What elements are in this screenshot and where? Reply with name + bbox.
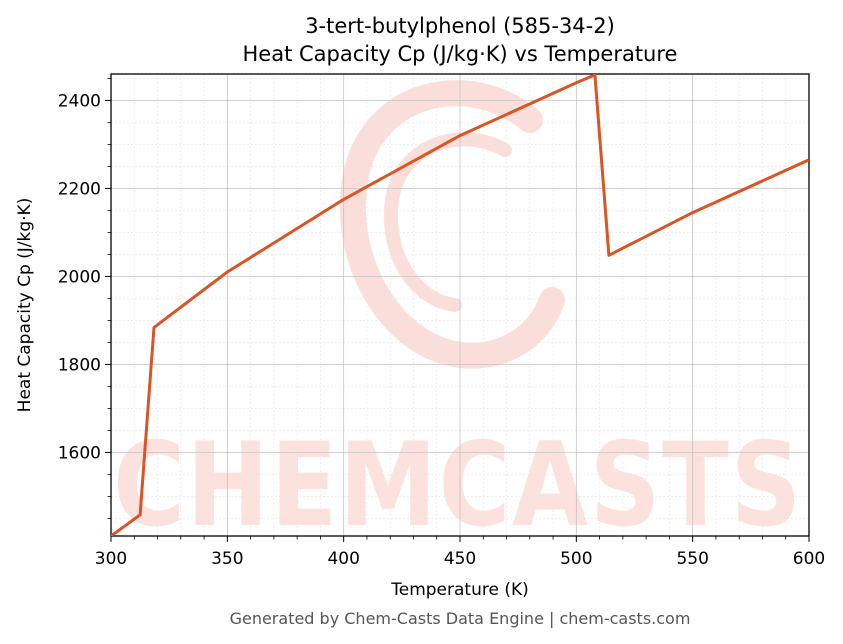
y-axis-label: Heat Capacity Cp (J/kg·K): [15, 198, 35, 413]
x-tick-label: 400: [327, 549, 359, 569]
y-tick-label: 1600: [58, 443, 101, 463]
x-tick-labels: 300 350 400 450 500 550 600: [95, 549, 825, 569]
x-tick-label: 450: [444, 549, 476, 569]
x-tick-label: 550: [676, 549, 708, 569]
footer-credit: Generated by Chem-Casts Data Engine | ch…: [230, 609, 691, 628]
chart-title: 3-tert-butylphenol (585-34-2): [305, 14, 615, 38]
y-tick-label: 2200: [58, 179, 101, 199]
x-axis-label: Temperature (K): [390, 580, 529, 600]
watermark-logo-swirl: [339, 80, 565, 369]
watermark-text: CHEMCASTS: [113, 418, 803, 553]
y-tick-label: 2400: [58, 91, 101, 111]
cp-series-line: [111, 74, 809, 536]
watermark: CHEMCASTS: [113, 80, 803, 553]
y-tick-labels: 1600 1800 2000 2200 2400: [58, 91, 101, 463]
y-tick-label: 2000: [58, 267, 101, 287]
y-tick-label: 1800: [58, 355, 101, 375]
x-tick-label: 500: [560, 549, 592, 569]
x-tick-label: 350: [211, 549, 243, 569]
axis-ticks: [105, 78, 810, 542]
x-tick-label: 600: [793, 549, 825, 569]
chart-subtitle: Heat Capacity Cp (J/kg·K) vs Temperature: [243, 42, 678, 66]
x-tick-label: 300: [95, 549, 127, 569]
